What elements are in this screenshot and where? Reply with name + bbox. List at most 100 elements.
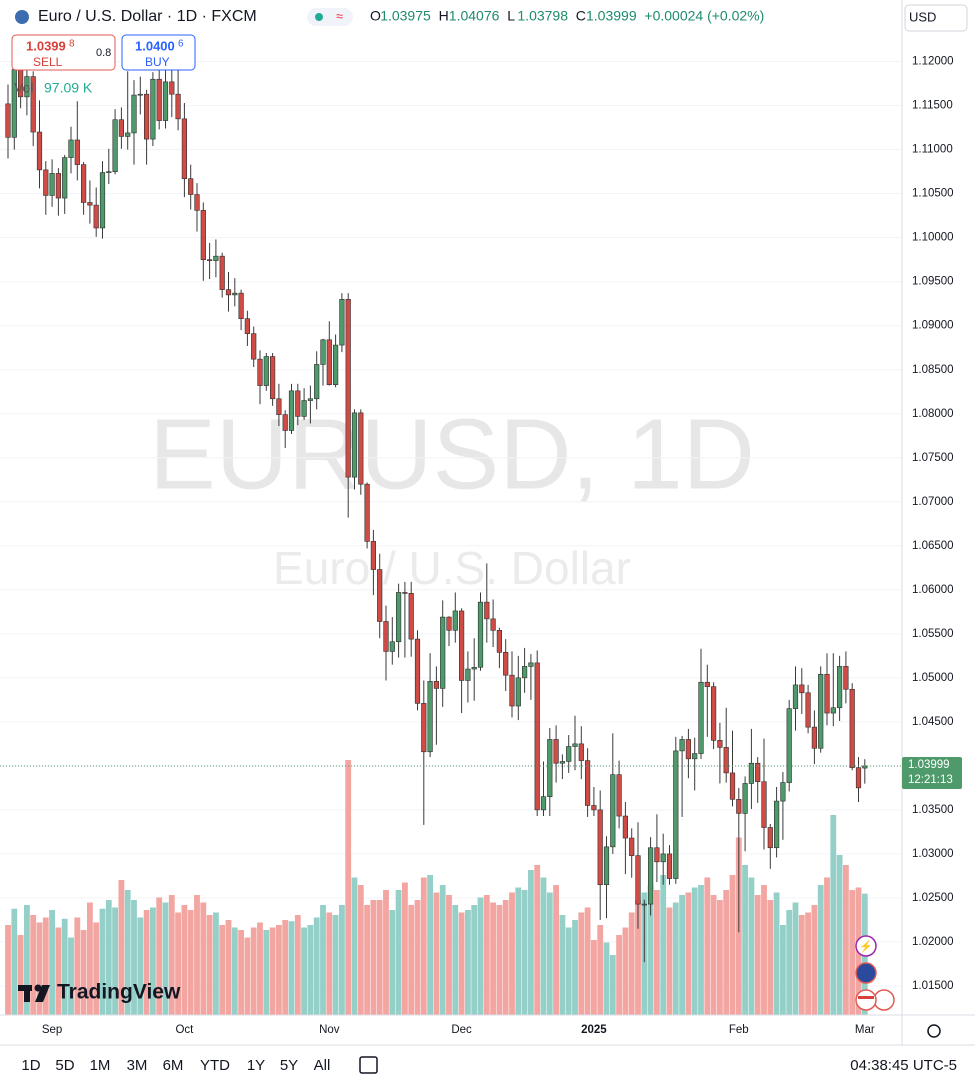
us-event-icon[interactable]: [855, 989, 877, 1011]
volume-bar: [515, 887, 522, 1015]
y-tick-label: 1.10500: [912, 188, 954, 200]
candle-body: [572, 743, 578, 747]
watermark: EURUSD, 1D: [149, 398, 755, 510]
candle-body: [112, 119, 118, 172]
volume-bar: [477, 897, 484, 1015]
x-tick-label: Sep: [42, 1024, 62, 1036]
candle-body: [673, 750, 679, 879]
volume-bar: [666, 907, 673, 1015]
candle-body: [824, 674, 830, 714]
candle-body: [629, 837, 635, 856]
range-button[interactable]: 3M: [127, 1057, 148, 1074]
volume-bar: [200, 902, 207, 1015]
volume-bar: [843, 865, 849, 1015]
watermark-sub: Euro / U.S. Dollar: [273, 542, 631, 594]
volume-bar: [578, 912, 585, 1015]
currency[interactable]: USD: [909, 9, 936, 24]
candle-body: [408, 593, 414, 640]
range-button[interactable]: 1M: [90, 1057, 111, 1074]
candle-body: [704, 681, 710, 687]
range-button[interactable]: YTD: [200, 1057, 230, 1074]
us-event-icon-2[interactable]: [873, 989, 895, 1011]
candle-body: [5, 103, 11, 138]
status-chip[interactable]: [307, 8, 353, 26]
volume-bar: [792, 902, 799, 1015]
ohlc-key: H: [439, 8, 449, 24]
candle-body: [748, 762, 754, 784]
sell-label[interactable]: SELL: [33, 55, 63, 69]
candle-body: [150, 78, 156, 140]
candle-body: [345, 299, 351, 478]
range-button[interactable]: 5Y: [280, 1057, 298, 1074]
volume-bar: [250, 927, 257, 1015]
candle-body: [358, 412, 364, 485]
y-tick-label: 1.11000: [912, 144, 953, 156]
volume-bar: [320, 905, 326, 1015]
y-tick-label: 1.06500: [912, 540, 954, 552]
candle-body: [773, 800, 780, 849]
settings-icon[interactable]: [927, 1024, 941, 1038]
candle-body: [244, 318, 251, 334]
y-tick-label: 1.08000: [912, 408, 954, 420]
volume-bar: [824, 877, 830, 1015]
y-tick-label: 1.07500: [912, 452, 954, 464]
candle-body: [99, 172, 106, 229]
volume-bar: [830, 815, 837, 1015]
clock[interactable]: 04:38:45 UTC-5: [850, 1057, 957, 1074]
currency-box[interactable]: [904, 4, 968, 32]
volume-bar: [112, 907, 118, 1015]
buy-button[interactable]: [121, 34, 196, 71]
volume-bar: [717, 900, 723, 1015]
symbol-icon: [15, 10, 29, 24]
y-tick-label: 1.11500: [912, 100, 953, 112]
sell-price[interactable]: 1.0399: [26, 38, 66, 53]
volume-bar: [244, 937, 251, 1015]
event-icon[interactable]: [855, 935, 877, 957]
volume-bar: [465, 910, 471, 1015]
buy-price-sup[interactable]: 6: [178, 39, 184, 50]
buy-label[interactable]: BUY: [145, 55, 170, 69]
candle-body: [458, 610, 465, 681]
sell-button[interactable]: [11, 34, 116, 71]
range-button[interactable]: 6M: [163, 1057, 184, 1074]
last-price-box: [902, 756, 962, 789]
candle-body: [36, 131, 43, 171]
volume-bar: [698, 885, 704, 1015]
range-button[interactable]: 1D: [21, 1057, 40, 1074]
y-tick-label: 1.09500: [912, 276, 954, 288]
eu-event-icon[interactable]: [855, 962, 877, 984]
candle-body: [219, 255, 225, 290]
candle-body: [528, 662, 534, 667]
candle-body: [389, 641, 395, 652]
volume-bar: [597, 925, 604, 1015]
candle-body: [332, 344, 339, 385]
volume-bar: [5, 925, 11, 1015]
sell-price-sup[interactable]: 8: [69, 39, 75, 50]
volume-bar: [603, 942, 610, 1015]
candle-body: [591, 805, 597, 811]
range-button[interactable]: All: [314, 1057, 331, 1074]
buy-price[interactable]: 1.0400: [135, 38, 175, 53]
volume-bar: [17, 935, 24, 1015]
candle-body: [207, 259, 213, 261]
candle-body: [515, 677, 521, 707]
calendar-icon[interactable]: [359, 1056, 378, 1074]
volume-bar: [729, 875, 736, 1015]
candle-body: [137, 93, 143, 96]
volume-bar: [408, 905, 415, 1015]
volume-bar: [471, 905, 478, 1015]
range-button[interactable]: 5D: [55, 1057, 74, 1074]
candle-body: [118, 119, 124, 137]
candle-body: [786, 708, 792, 783]
volume-bar: [36, 922, 43, 1015]
x-tick-label: Feb: [729, 1024, 749, 1036]
volume-bar: [225, 920, 232, 1015]
candle-body: [169, 81, 175, 95]
volume-bar: [42, 917, 49, 1015]
range-button[interactable]: 1Y: [247, 1057, 265, 1074]
ohlc-key: C: [576, 8, 586, 24]
volume-bar: [118, 880, 125, 1015]
volume-bar: [307, 925, 314, 1015]
symbol-title[interactable]: Euro / U.S. Dollar · 1D · FXCM: [38, 8, 257, 25]
volume-bar: [414, 900, 421, 1015]
